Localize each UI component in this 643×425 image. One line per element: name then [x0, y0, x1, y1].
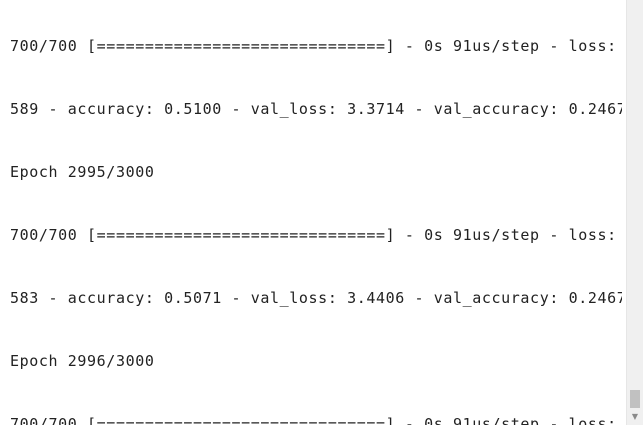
training-log: 700/700 [==============================]…	[10, 0, 622, 425]
log-line: 700/700 [==============================]…	[10, 226, 622, 244]
scrollbar-thumb[interactable]	[630, 390, 640, 408]
log-line: 589 - accuracy: 0.5100 - val_loss: 3.371…	[10, 100, 622, 118]
log-line: 583 - accuracy: 0.5071 - val_loss: 3.440…	[10, 289, 622, 307]
vertical-scrollbar[interactable]: ▼	[626, 0, 643, 425]
log-line: 700/700 [==============================]…	[10, 415, 622, 425]
log-line: Epoch 2996/3000	[10, 352, 155, 370]
log-line: Epoch 2995/3000	[10, 163, 155, 181]
log-line: 700/700 [==============================]…	[10, 37, 622, 55]
triangle-down-icon[interactable]: ▼	[631, 412, 639, 421]
